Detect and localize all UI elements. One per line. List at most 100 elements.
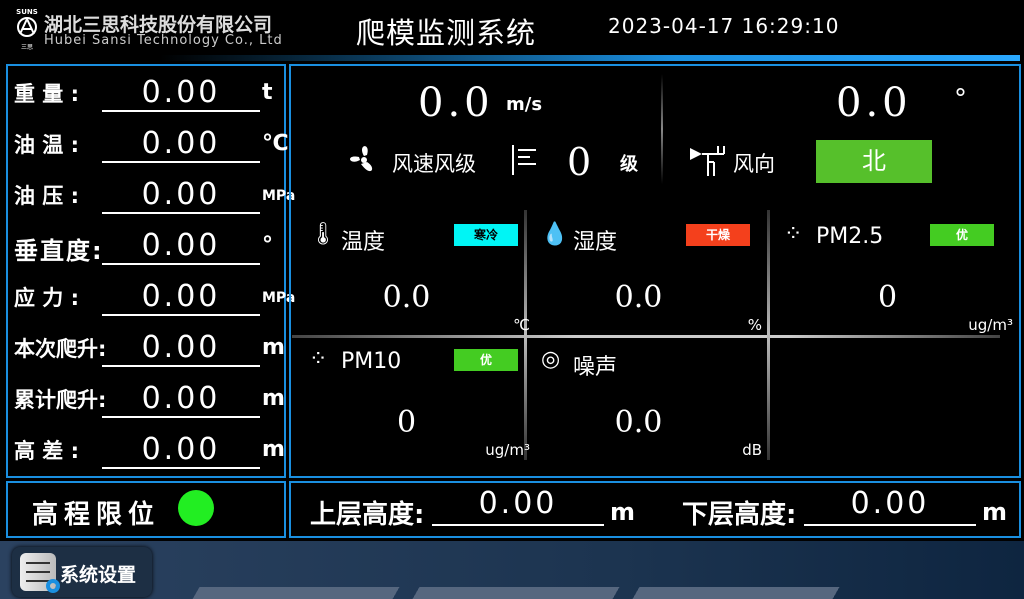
env-status-badge: 优 bbox=[454, 349, 518, 371]
env-unit: ug/m³ bbox=[968, 316, 1013, 334]
sensor-value: 0.00 bbox=[102, 227, 260, 265]
env-value: 0.0 bbox=[614, 405, 663, 440]
lower-height-unit: m bbox=[982, 498, 1008, 526]
upper-height-unit: m bbox=[610, 498, 636, 526]
grid-line-v2 bbox=[767, 210, 770, 460]
wind-level-icon bbox=[512, 145, 540, 175]
limit-panel bbox=[6, 481, 286, 538]
sensor-unit: m bbox=[262, 386, 285, 411]
env-title: 湿度 bbox=[573, 230, 618, 255]
env-title: PM2.5 bbox=[816, 224, 884, 249]
env-unit: dB bbox=[742, 441, 762, 459]
page-title: 爬模监测系统 bbox=[356, 16, 537, 50]
sensor-value: 0.00 bbox=[102, 278, 260, 316]
sensor-label: 重 量 : bbox=[14, 82, 80, 106]
env-cell: ⁘ PM10 优 0 ug/m³ bbox=[295, 337, 538, 462]
env-title: PM10 bbox=[341, 349, 402, 374]
wind-vane-icon bbox=[688, 142, 728, 180]
system-settings-button[interactable]: 系统设置 bbox=[12, 547, 152, 597]
env-status-badge: 优 bbox=[930, 224, 994, 246]
env-cell: 💧 湿度 干燥 0.0% bbox=[527, 212, 770, 337]
env-status-badge: 寒冷 bbox=[454, 224, 518, 246]
wind-direction-badge: 北 bbox=[816, 140, 932, 183]
env-value: 0.0 bbox=[382, 280, 431, 315]
env-value: 0 bbox=[396, 405, 417, 440]
sensor-unit: ℃ bbox=[262, 131, 289, 156]
sensor-value: 0.00 bbox=[102, 176, 260, 214]
env-title: 温度 bbox=[341, 230, 386, 255]
sensor-value: 0.00 bbox=[102, 380, 260, 418]
upper-height-label: 上层高度: bbox=[310, 500, 425, 530]
datetime: 2023-04-17 16:29:10 bbox=[608, 14, 840, 38]
company-name-en: Hubei Sansi Technology Co., Ltd bbox=[44, 33, 283, 48]
sensor-unit: MPa bbox=[262, 188, 296, 204]
env-cell: 🌡 温度 寒冷 0.0 ℃ bbox=[295, 212, 538, 337]
sensor-unit: m bbox=[262, 437, 285, 462]
upper-height-value: 0.00 bbox=[432, 486, 604, 526]
footer-bar bbox=[0, 541, 1024, 599]
dust-icon: ⁘ bbox=[309, 347, 328, 372]
wind-speed-label: 风速风级 bbox=[392, 152, 476, 176]
sensor-value: 0.00 bbox=[102, 329, 260, 367]
header-divider bbox=[160, 55, 1020, 61]
sensor-label: 垂直度: bbox=[14, 237, 104, 265]
env-title: 噪声 bbox=[573, 355, 618, 380]
sensor-row: 垂直度: 0.00 ° bbox=[14, 227, 284, 267]
wind-direction-degree: 0.0 bbox=[836, 80, 912, 126]
sensor-label: 高 差 : bbox=[14, 439, 80, 463]
sensor-label: 本次爬升: bbox=[14, 337, 107, 361]
environment-panel bbox=[289, 64, 1021, 478]
env-status-badge: 干燥 bbox=[686, 224, 750, 246]
sensor-row: 高 差 : 0.00 m bbox=[14, 431, 285, 471]
sensor-value: 0.00 bbox=[102, 74, 260, 112]
wind-speed-value: 0.0 bbox=[418, 80, 494, 126]
sensor-row: 本次爬升: 0.00 m bbox=[14, 329, 285, 369]
sensor-unit: t bbox=[262, 80, 273, 105]
sensor-unit: MPa bbox=[262, 290, 296, 306]
env-cell: ◎ 噪声 0.0 dB bbox=[527, 337, 770, 462]
sensor-label: 油 压 : bbox=[14, 184, 80, 208]
noise-icon: ◎ bbox=[541, 347, 561, 372]
fan-icon bbox=[343, 142, 385, 182]
wind-direction-label: 风向 bbox=[733, 152, 775, 176]
env-unit: % bbox=[747, 316, 762, 334]
logo: SUNS 三思 bbox=[16, 8, 38, 51]
grid-line-h bbox=[292, 335, 1000, 338]
dust-icon: ⁘ bbox=[784, 222, 803, 247]
env-unit: ug/m³ bbox=[485, 441, 530, 459]
grid-line-v1 bbox=[524, 210, 527, 460]
system-settings-label: 系统设置 bbox=[60, 564, 137, 586]
sensor-label: 油 温 : bbox=[14, 133, 80, 157]
panel-divider bbox=[661, 74, 663, 184]
sensor-row: 累计爬升: 0.00 m bbox=[14, 380, 285, 420]
sensor-unit: ° bbox=[262, 233, 273, 258]
wind-speed-unit: m/s bbox=[506, 94, 543, 115]
sensor-label: 累计爬升: bbox=[14, 388, 107, 412]
sensor-value: 0.00 bbox=[102, 125, 260, 163]
sensor-row: 油 温 : 0.00 ℃ bbox=[14, 125, 289, 165]
thermometer-icon: 🌡 bbox=[309, 222, 337, 247]
env-cell: ⁘ PM2.5 优 0 ug/m³ bbox=[770, 212, 1013, 337]
footer-decoration bbox=[192, 587, 850, 599]
env-value: 0.0 bbox=[614, 280, 663, 315]
sensor-value: 0.00 bbox=[102, 431, 260, 469]
sensor-row: 应 力 : 0.00 MPa bbox=[14, 278, 295, 318]
settings-icon bbox=[20, 553, 60, 593]
lower-height-label: 下层高度: bbox=[682, 500, 797, 530]
sensor-unit: m bbox=[262, 335, 285, 360]
lower-height-value: 0.00 bbox=[804, 486, 976, 526]
sensor-panel bbox=[6, 64, 286, 478]
degree-unit: ° bbox=[954, 84, 967, 114]
wind-level-value: 0 bbox=[567, 140, 592, 184]
sensor-label: 应 力 : bbox=[14, 286, 80, 310]
limit-status-indicator bbox=[178, 490, 214, 526]
sensor-row: 重 量 : 0.00 t bbox=[14, 74, 284, 114]
env-value: 0 bbox=[877, 280, 898, 315]
limit-label: 高程限位 bbox=[32, 500, 161, 530]
sensor-row: 油 压 : 0.00 MPa bbox=[14, 176, 295, 216]
company-name-cn: 湖北三思科技股份有限公司 bbox=[44, 14, 273, 36]
env-unit: ℃ bbox=[513, 316, 530, 334]
wind-level-unit: 级 bbox=[620, 154, 638, 175]
droplet-icon: 💧 bbox=[541, 222, 569, 247]
height-panel bbox=[289, 481, 1021, 538]
